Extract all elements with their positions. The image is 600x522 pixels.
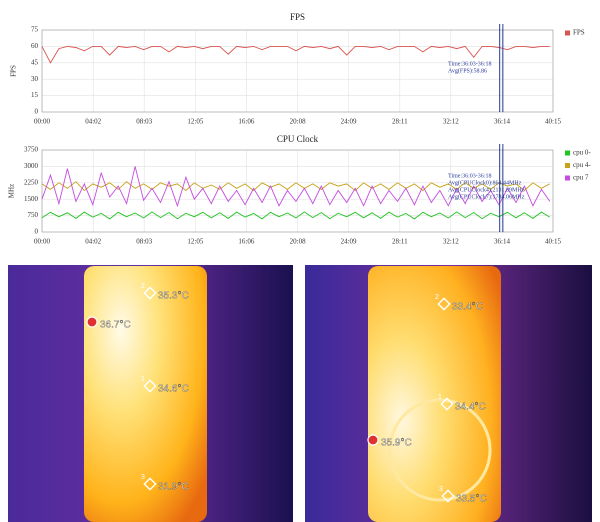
spot-temperature: 31.9°C [158, 482, 189, 493]
phone-heat [84, 266, 207, 522]
series-line [41, 211, 551, 220]
spot-temperature: 33.5°C [456, 494, 487, 505]
y-axis-label: MHz [8, 184, 16, 198]
x-tick-label: 36:14 [494, 118, 510, 126]
legend-label: cpu 0- [573, 149, 591, 157]
spot-temperature: 33.4°C [452, 302, 483, 313]
spot-index: 1 [438, 394, 442, 401]
y-tick-label: 3750 [24, 146, 39, 154]
y-tick-label: 75 [31, 26, 39, 34]
legend-swatch [565, 150, 570, 156]
chart-title: FPS [290, 12, 305, 22]
spot-temperature: 34.6°C [158, 384, 189, 395]
x-tick-label: 28:11 [392, 118, 408, 126]
annotation: Avg(CPUClock4):2131.89MHz [448, 186, 525, 193]
annotation: Time:36:03-36:18 [448, 173, 491, 179]
x-tick-label: 20:08 [290, 238, 306, 246]
chart: CPU Clock MHz 0 750 1500 2250 3000 3750 00:00 04:… [8, 134, 592, 246]
spot-temperature: 36.7°C [100, 320, 131, 331]
spot-index: 1 [141, 376, 145, 383]
legend-swatch [565, 175, 570, 181]
series-line [41, 166, 551, 208]
x-tick-label: 24:09 [341, 238, 357, 246]
camera-ring [388, 398, 492, 502]
legend-swatch [565, 163, 570, 168]
x-tick-label: 40:15 [545, 238, 561, 246]
x-tick-label: 12:05 [187, 238, 203, 246]
legend-label: cpu 4- [573, 161, 591, 169]
spot-marker [441, 489, 455, 503]
annotation: Time:36:03-36:18 [448, 61, 491, 67]
x-tick-label: 28:11 [392, 238, 408, 246]
spot-marker [143, 286, 157, 300]
x-tick-label: 24:09 [341, 118, 357, 126]
x-tick-label: 04:02 [85, 118, 101, 126]
x-tick-label: 40:15 [545, 118, 561, 126]
legend-swatch [565, 30, 570, 36]
plot-frame [41, 149, 554, 233]
spot-temperature: 35.3°C [158, 291, 189, 302]
chart-title: CPU Clock [277, 134, 319, 144]
thermal-right [305, 265, 592, 522]
spot-marker [440, 397, 454, 411]
overlay: 2 35.3°C 36.7°C 1 34.6°C 3 31.9°C 2 33.4°C 1 34.4°… [86, 283, 487, 505]
x-tick-label: 16:06 [238, 238, 254, 246]
y-tick-label: 0 [35, 228, 39, 236]
x-tick-label: 08:03 [136, 118, 152, 126]
spot-index: 2 [435, 294, 439, 301]
annotation: Avg(FPS):58.86 [448, 67, 487, 74]
plot-frame [41, 29, 554, 113]
x-tick-label: 32:12 [443, 238, 459, 246]
x-tick-label: 16:06 [238, 118, 254, 126]
spot-temperature: 34.4°C [455, 402, 486, 413]
x-tick-label: 04:02 [85, 238, 101, 246]
spot-index: 2 [141, 283, 145, 290]
x-tick-label: 08:03 [136, 238, 152, 246]
series-line [41, 45, 550, 64]
y-tick-label: 0 [35, 108, 39, 116]
spot-index: 3 [439, 486, 443, 493]
thermal-left [8, 265, 293, 522]
hotspot-marker [86, 316, 98, 328]
spot-temperature: 35.9°C [381, 438, 412, 449]
phone-heat [368, 266, 501, 522]
x-tick-label: 00:00 [34, 118, 50, 126]
annotation: Avg(CPUClock7):1784.06MHz [448, 193, 525, 200]
x-tick-label: 00:00 [34, 238, 50, 246]
legend-label: FPS [573, 29, 585, 37]
y-tick-label: 1500 [24, 195, 39, 203]
x-tick-label: 20:08 [290, 118, 306, 126]
series-line [41, 181, 551, 192]
legend-label: cpu 7 [573, 174, 589, 182]
y-tick-label: 2250 [24, 178, 39, 186]
chart: FPS FPS 0 15 30 45 60 75 00:00 04:02 08:03 12:05 16:… [10, 12, 585, 126]
x-tick-label: 36:14 [494, 238, 510, 246]
spot-marker [437, 297, 451, 311]
y-tick-label: 3000 [24, 162, 39, 170]
spot-index: 3 [141, 474, 145, 481]
y-tick-label: 750 [28, 211, 39, 219]
y-tick-label: 45 [31, 58, 39, 66]
y-tick-label: 15 [31, 91, 39, 99]
spot-marker [143, 477, 157, 491]
x-tick-label: 12:05 [187, 118, 203, 126]
x-tick-label: 32:12 [443, 118, 459, 126]
y-tick-label: 60 [31, 42, 39, 50]
y-tick-label: 30 [31, 75, 39, 83]
hotspot-marker [367, 434, 379, 446]
spot-marker [143, 379, 157, 393]
annotation: Avg(CPUClock0):864.44MHz [448, 179, 522, 186]
y-axis-label: FPS [10, 65, 18, 77]
